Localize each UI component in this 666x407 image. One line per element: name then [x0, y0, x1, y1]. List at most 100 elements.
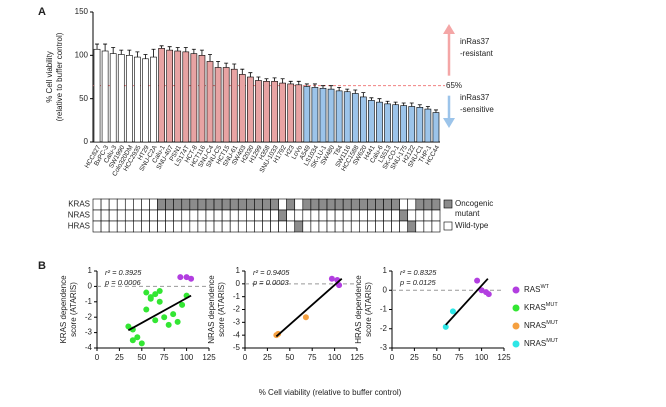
- error-bar: [135, 51, 140, 58]
- point: [129, 337, 136, 344]
- point: [147, 294, 154, 301]
- mutation-cell: [423, 198, 433, 211]
- mutation-cell: [286, 220, 296, 233]
- bar: [319, 87, 327, 143]
- bar: [287, 83, 295, 143]
- mutation-cell: [237, 198, 247, 211]
- mutation-cell: [246, 198, 255, 211]
- error-bar: [119, 49, 124, 55]
- y-axis-label: score (ATARIS): [69, 282, 78, 337]
- mutation-cell: [294, 220, 304, 233]
- error-bar: [175, 47, 180, 51]
- bar: [182, 51, 190, 143]
- x-tick-label: T84: [333, 144, 345, 158]
- mutation-cell: [173, 209, 183, 222]
- mutation-cell: [342, 198, 352, 211]
- mutation-cell: [278, 209, 287, 222]
- error-bar: [353, 89, 358, 94]
- y-tick-label: -2: [85, 312, 93, 321]
- bar: [416, 107, 424, 143]
- bar: [263, 81, 270, 143]
- error-bar: [224, 62, 229, 68]
- legend-marker: [512, 322, 520, 330]
- mutation-cell: [133, 198, 142, 211]
- mutation-cell: [431, 209, 441, 222]
- mutation-cell: [189, 209, 199, 222]
- mutation-cell: [254, 209, 263, 222]
- mutation-cell: [399, 220, 409, 233]
- mutation-cell: [100, 220, 110, 233]
- row-label: NRAS: [68, 211, 90, 220]
- stat-label: p = 0.0006: [104, 278, 141, 287]
- mutation-cell: [302, 209, 312, 222]
- legend-label: NRASMUT: [524, 320, 559, 330]
- error-bar: [191, 48, 196, 54]
- bar: [343, 91, 351, 143]
- mutation-cell: [318, 220, 328, 233]
- mutation-cell: [399, 209, 409, 222]
- bar: [384, 103, 391, 143]
- mutation-cell: [310, 198, 320, 211]
- error-bar: [377, 98, 382, 103]
- x-tick-label: 25: [410, 353, 419, 362]
- bar: [408, 106, 416, 143]
- error-bar: [296, 80, 301, 85]
- mutation-cell: [92, 198, 102, 211]
- point: [156, 288, 163, 295]
- error-bar: [111, 47, 116, 54]
- mutation-cell: [383, 220, 392, 233]
- mutation-cell: [197, 209, 207, 222]
- mutation-cell: [229, 198, 239, 211]
- mutation-cell: [237, 220, 247, 233]
- legend-name: KRAS: [524, 303, 546, 312]
- stat-label: r² = 0.9405: [253, 268, 290, 277]
- error-bar: [159, 45, 164, 49]
- mutation-cell: [165, 209, 174, 222]
- y-tick-label: 0: [88, 282, 93, 291]
- fit-line: [445, 278, 489, 326]
- mutation-cell: [229, 220, 239, 233]
- y-tick-label: -1: [233, 292, 241, 301]
- mutation-cell: [359, 209, 368, 222]
- x-tick-label: 100: [180, 353, 194, 362]
- mutation-cell: [92, 220, 102, 233]
- x-tick-label: 50: [137, 353, 146, 362]
- bar: [279, 82, 286, 143]
- mutation-cell: [262, 220, 271, 233]
- mutation-cell: [149, 209, 158, 222]
- point: [179, 301, 186, 308]
- mutation-cell: [246, 209, 255, 222]
- y-tick-label: 1: [383, 266, 388, 275]
- mutation-cell: [399, 198, 409, 211]
- legend-sup: MUT: [546, 320, 559, 326]
- y-tick-label: 150: [75, 7, 89, 16]
- bar: [142, 58, 149, 143]
- error-bar: [345, 88, 350, 92]
- error-bar: [417, 104, 422, 108]
- mutation-cell: [116, 209, 126, 222]
- x-axis-label: % Cell viability (relative to buffer con…: [259, 388, 402, 397]
- legend-sup: MUT: [546, 302, 559, 308]
- error-bar: [393, 101, 398, 105]
- bar: [400, 105, 408, 143]
- error-bar: [199, 49, 204, 56]
- mutation-cell: [149, 220, 158, 233]
- mutation-cell: [141, 209, 150, 222]
- mutation-cell: [359, 198, 368, 211]
- bar: [150, 56, 157, 143]
- x-tick-label: 100: [328, 353, 342, 362]
- bar: [101, 50, 109, 143]
- error-bar: [103, 43, 108, 51]
- mutation-cell: [141, 220, 150, 233]
- bar: [206, 61, 214, 143]
- mutation-cell: [221, 220, 231, 233]
- mutation-cell: [116, 220, 126, 233]
- mutation-cell: [310, 209, 320, 222]
- x-tick-label: 0: [243, 353, 248, 362]
- mutation-cell: [254, 220, 263, 233]
- x-tick-label: 100: [475, 353, 489, 362]
- y-tick-label: -3: [85, 328, 93, 337]
- mutation-cell: [205, 198, 215, 211]
- y-axis-label: % Cell viability: [45, 51, 54, 103]
- bar: [190, 53, 198, 143]
